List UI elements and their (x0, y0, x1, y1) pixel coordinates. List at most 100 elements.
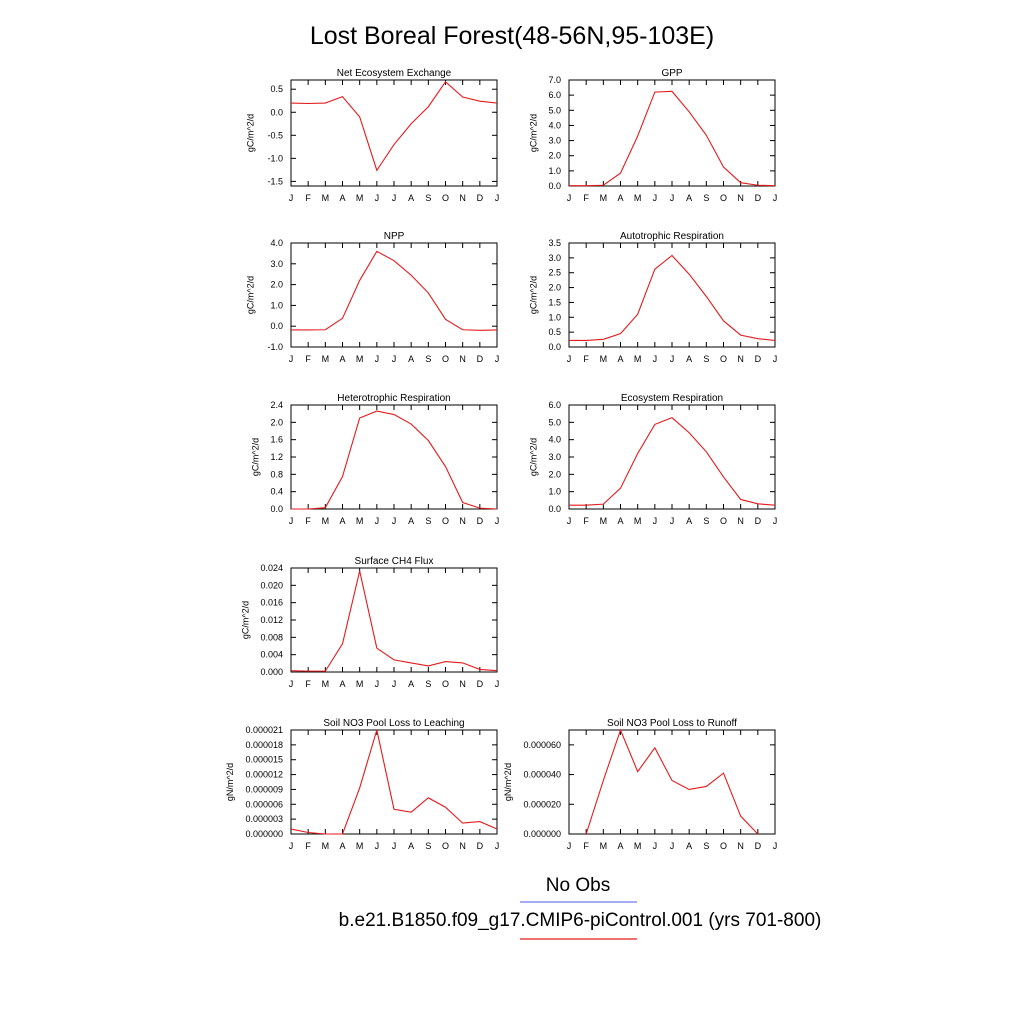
y-tick-label: -1.0 (267, 153, 283, 163)
x-tick-label: D (755, 841, 762, 851)
x-tick-label: F (305, 516, 311, 526)
x-tick-label: J (567, 354, 572, 364)
series-line (290, 729, 498, 835)
x-tick-label: O (442, 193, 449, 203)
panel-title: Soil NO3 Pool Loss to Leaching (323, 718, 464, 729)
x-tick-label: A (617, 516, 623, 526)
x-tick-label: M (634, 193, 642, 203)
x-tick-label: J (773, 516, 778, 526)
y-tick-label: 4.0 (270, 238, 283, 248)
x-tick-label: J (670, 193, 675, 203)
y-tick-label: 2.0 (548, 469, 561, 479)
x-tick-label: J (289, 516, 294, 526)
x-tick-label: N (459, 516, 466, 526)
y-tick-label: 0.000020 (523, 799, 561, 809)
x-tick-label: J (773, 354, 778, 364)
y-tick-label: 5.0 (548, 105, 561, 115)
series-line (291, 250, 498, 331)
x-tick-label: S (425, 841, 431, 851)
panel-title: Soil NO3 Pool Loss to Runoff (607, 718, 737, 729)
y-tick-label: 0.000000 (523, 829, 561, 839)
y-tick-label: 0.000003 (245, 814, 283, 824)
y-tick-label: 2.0 (548, 283, 561, 293)
y-axis-label: gC/m^2/d (241, 601, 251, 639)
y-tick-label: 1.0 (270, 300, 283, 310)
y-tick-label: 0.000009 (245, 784, 283, 794)
x-tick-label: J (289, 841, 294, 851)
x-tick-label: A (686, 841, 692, 851)
y-tick-label: 2.0 (270, 280, 283, 290)
y-tick-label: 1.6 (270, 435, 283, 445)
y-tick-label: 0.0 (548, 504, 561, 514)
y-tick-label: 1.2 (270, 452, 283, 462)
x-tick-label: J (670, 841, 675, 851)
x-tick-label: M (600, 354, 608, 364)
x-tick-label: J (289, 193, 294, 203)
x-tick-label: J (289, 679, 294, 689)
x-tick-label: J (567, 841, 572, 851)
x-tick-label: O (720, 516, 727, 526)
y-tick-label: 0.008 (260, 632, 283, 642)
panel-title: Net Ecosystem Exchange (337, 68, 452, 79)
x-tick-label: F (305, 841, 311, 851)
series-line (585, 728, 759, 835)
x-tick-label: A (408, 679, 414, 689)
x-tick-label: J (495, 516, 500, 526)
y-axis-label: gC/m^2/d (529, 438, 539, 476)
x-tick-label: J (773, 193, 778, 203)
x-tick-label: O (720, 193, 727, 203)
x-tick-label: J (567, 516, 572, 526)
x-tick-label: A (408, 193, 414, 203)
x-tick-label: N (737, 193, 744, 203)
series-line (569, 254, 776, 342)
x-tick-label: M (634, 516, 642, 526)
series-line (569, 417, 776, 506)
x-tick-label: N (737, 354, 744, 364)
y-tick-label: 1.5 (548, 297, 561, 307)
y-tick-label: 0.020 (260, 580, 283, 590)
x-tick-label: M (600, 841, 608, 851)
x-tick-label: J (375, 516, 380, 526)
x-tick-label: J (392, 516, 397, 526)
x-tick-label: J (392, 679, 397, 689)
x-tick-label: J (495, 679, 500, 689)
y-tick-label: 0.5 (548, 327, 561, 337)
x-tick-label: M (356, 516, 364, 526)
y-tick-label: 5.0 (548, 417, 561, 427)
y-tick-label: 4.0 (548, 435, 561, 445)
x-tick-label: J (392, 841, 397, 851)
x-tick-label: F (583, 193, 589, 203)
y-tick-label: 3.0 (548, 452, 561, 462)
x-tick-label: M (322, 841, 330, 851)
x-tick-label: S (425, 354, 431, 364)
panel-title: NPP (384, 231, 405, 242)
y-tick-label: 3.0 (270, 259, 283, 269)
x-tick-label: M (634, 354, 642, 364)
y-tick-label: 7.0 (548, 75, 561, 85)
series-line (291, 410, 498, 510)
x-tick-label: J (375, 841, 380, 851)
x-tick-label: M (600, 516, 608, 526)
x-tick-label: J (289, 354, 294, 364)
y-tick-label: 0.000015 (245, 755, 283, 765)
x-tick-label: N (459, 354, 466, 364)
x-tick-label: F (305, 354, 311, 364)
x-tick-label: M (322, 679, 330, 689)
panel-title: Heterotrophic Respiration (337, 393, 450, 404)
x-tick-label: S (703, 516, 709, 526)
x-tick-label: A (408, 516, 414, 526)
x-tick-label: N (459, 841, 466, 851)
panel-title: GPP (661, 68, 682, 79)
y-tick-label: 0.012 (260, 615, 283, 625)
x-tick-label: A (686, 193, 692, 203)
y-axis-label: gC/m^2/d (529, 114, 539, 152)
x-tick-label: S (703, 841, 709, 851)
y-tick-label: 0.016 (260, 598, 283, 608)
x-tick-label: A (339, 354, 345, 364)
